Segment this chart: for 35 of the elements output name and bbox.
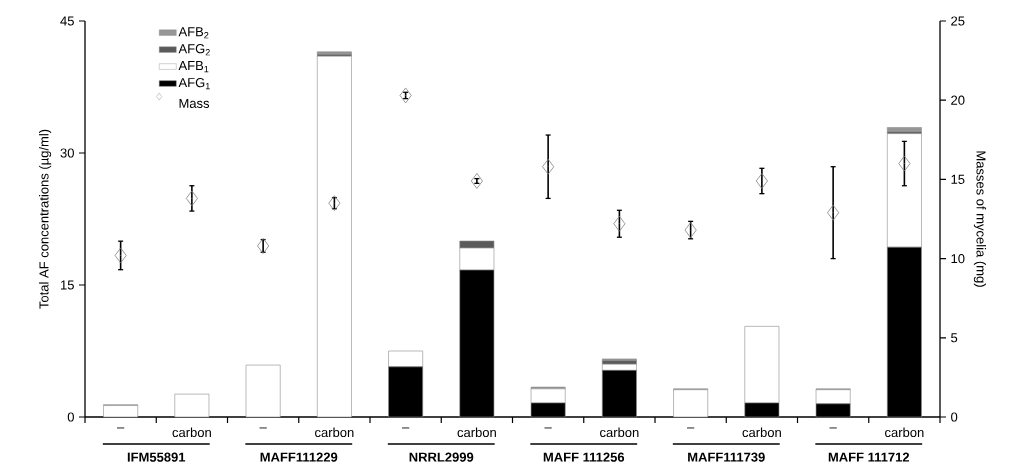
y-tick-label: 0	[67, 412, 74, 422]
text: MAFF 111712	[828, 452, 910, 462]
x-tick-label: carbon	[315, 427, 354, 438]
text: MAFF111229	[260, 452, 338, 462]
legend-label: AFB$_{1}$	[178, 61, 209, 73]
text: NRRL2999	[409, 452, 474, 462]
y2-tick-label: 10	[951, 253, 965, 264]
y-axis-title: Total AF concentrations (µg/ml)	[39, 129, 52, 309]
x-tick-label: –	[259, 427, 267, 429]
x-tick-label: –	[117, 427, 125, 429]
y-tick-label: 45	[60, 16, 74, 26]
x-tick-label: –	[829, 427, 837, 429]
x-tick-label: carbon	[457, 427, 496, 438]
x-tick-label: carbon	[172, 427, 211, 438]
legend-label: AFB$_{2}$	[178, 27, 209, 39]
y2-tick-label: 15	[951, 174, 965, 184]
x-tick-label: –	[402, 427, 410, 429]
y2-tick-label: 0	[951, 412, 958, 422]
x-tick-label: carbon	[885, 427, 924, 438]
legend-label: AFG$_{1}$	[178, 77, 210, 90]
legend-label: AFG$_{2}$	[178, 44, 210, 56]
text: MAFF111739	[688, 452, 765, 462]
y-tick-label: 15	[61, 280, 74, 290]
text: IFM55891	[127, 452, 186, 462]
y2-axis-title: Masses of mycelia (mg)	[973, 151, 986, 287]
y2-tick-label: 5	[951, 333, 958, 343]
text: MAFF 111256	[543, 452, 625, 462]
x-tick-label: carbon	[600, 427, 639, 438]
y2-tick-label: 20	[951, 95, 965, 105]
y-tick-label: 30	[60, 148, 74, 158]
x-tick-label: –	[687, 427, 695, 429]
legend-label: Mass	[179, 98, 210, 108]
x-tick-label: –	[544, 427, 552, 429]
x-tick-label: carbon	[742, 427, 781, 438]
y2-tick-label: 25	[951, 16, 965, 26]
